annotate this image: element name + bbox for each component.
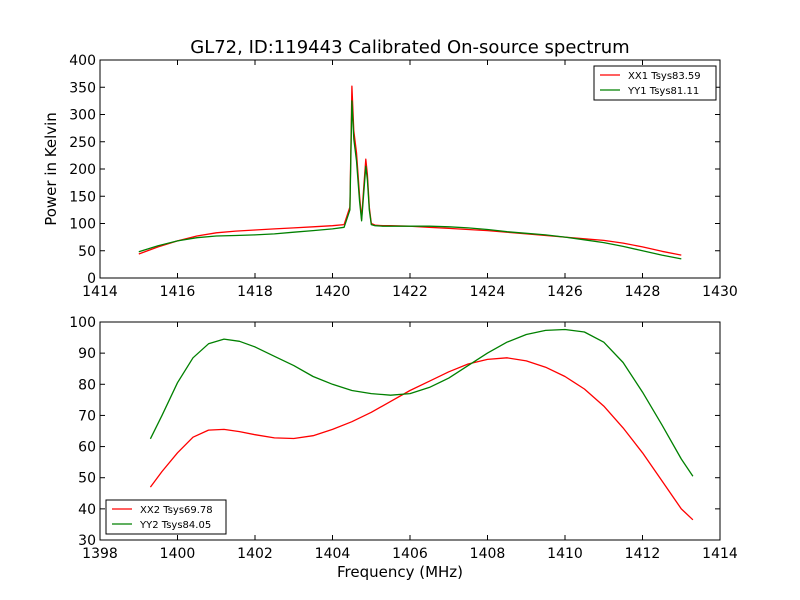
- plot-frame: [99, 59, 721, 279]
- y-tick-label: 150: [69, 189, 96, 205]
- x-tick-label: 1414: [702, 546, 738, 562]
- x-tick-label: 1408: [470, 546, 506, 562]
- y-tick-label: 100: [69, 315, 96, 331]
- y-tick-label: 80: [78, 377, 96, 393]
- y-tick-label: 50: [78, 244, 96, 260]
- x-tick-label: 1430: [702, 284, 738, 300]
- figure-title: GL72, ID:119443 Calibrated On-source spe…: [190, 37, 629, 58]
- series-line-xx: [149, 357, 694, 521]
- series-line-yy: [138, 100, 682, 260]
- y-tick-label: 70: [78, 408, 96, 424]
- y-tick-label: 250: [69, 135, 96, 151]
- legend-box: [105, 499, 227, 535]
- x-tick-label: 1424: [470, 284, 506, 300]
- series-line-yy: [149, 328, 694, 477]
- x-tick-label: 1400: [160, 546, 196, 562]
- y-tick-label: 0: [87, 271, 96, 287]
- x-tick-label: 1426: [547, 284, 583, 300]
- x-tick-label: 1422: [392, 284, 428, 300]
- y-tick-label: 350: [69, 80, 96, 96]
- x-tick-label: 1428: [625, 284, 661, 300]
- y-tick-label: 100: [69, 217, 96, 233]
- x-tick-label: 1412: [625, 546, 661, 562]
- legend-label: XX1 Tsys83.59: [628, 71, 701, 82]
- x-tick-label: 1406: [392, 546, 428, 562]
- x-tick-label: 1404: [315, 546, 351, 562]
- legend-label: YY2 Tsys84.05: [139, 520, 211, 531]
- legend: XX2 Tsys69.78 YY2 Tsys84.05: [105, 499, 227, 535]
- legend-box: [593, 65, 717, 101]
- x-tick-label: 1414: [82, 284, 118, 300]
- y-tick-label: 300: [69, 108, 96, 124]
- x-tick-label: 1410: [547, 546, 583, 562]
- x-tick-label: 1402: [237, 546, 273, 562]
- x-tick-label: 1398: [82, 546, 118, 562]
- x-axis-label: Frequency (MHz): [337, 563, 463, 581]
- x-tick-label: 1418: [237, 284, 273, 300]
- x-tick-label: 1420: [315, 284, 351, 300]
- y-tick-label: 200: [69, 162, 96, 178]
- top-panel: 1414 1416 1418 1420 1422 1424 1426 1428 1430 0 50 1…: [42, 53, 738, 300]
- plot-frame: [99, 321, 721, 541]
- y-tick-label: 90: [78, 346, 96, 362]
- y-tick-label: 60: [78, 440, 96, 456]
- legend-label: YY1 Tsys81.11: [627, 86, 699, 97]
- y-tick-label: 30: [78, 533, 96, 549]
- y-tick-label: 50: [78, 471, 96, 487]
- bottom-panel: 1398 1400 1402 1404 1406 1408 1410 1412 1414 30 40…: [69, 315, 738, 581]
- x-tick-label: 1416: [160, 284, 196, 300]
- y-tick-label: 40: [78, 502, 96, 518]
- y-axis-label: Power in Kelvin: [42, 112, 60, 226]
- legend-label: XX2 Tsys69.78: [140, 505, 213, 516]
- y-tick-label: 400: [69, 53, 96, 69]
- legend: XX1 Tsys83.59 YY1 Tsys81.11: [593, 65, 717, 101]
